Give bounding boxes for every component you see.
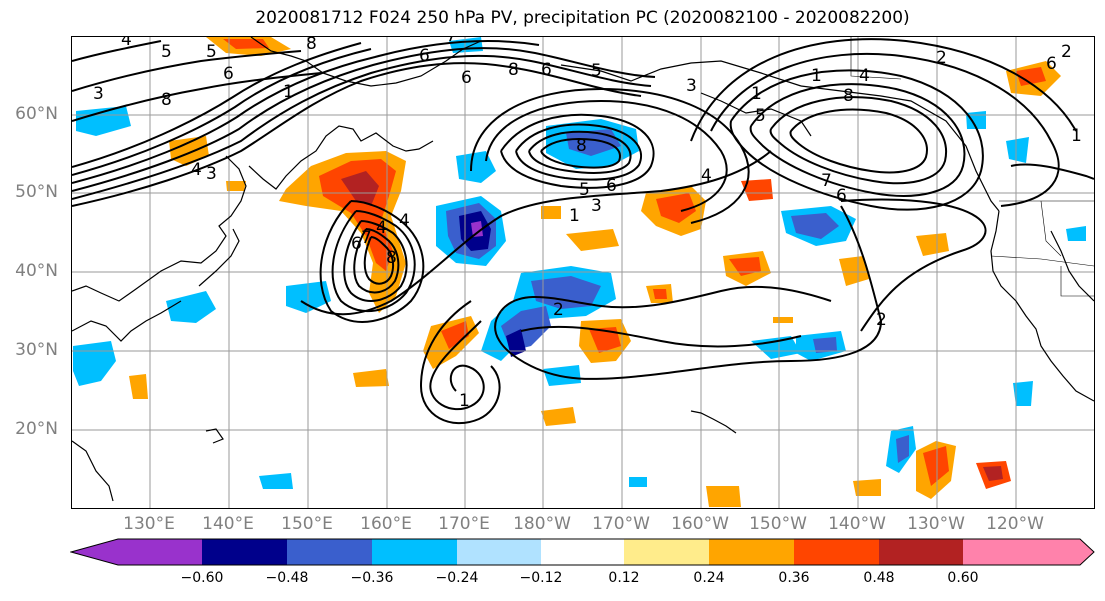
contour-label: 4 <box>399 211 410 231</box>
coastlines <box>72 37 1094 502</box>
contour-label: 1 <box>811 66 822 86</box>
contour-label: 6 <box>606 176 617 196</box>
colorbar-segment <box>372 539 457 565</box>
colorbar-tick: 0.60 <box>947 570 979 586</box>
precip-negative-patches <box>73 37 1086 489</box>
colorbar-tick: −0.12 <box>519 570 563 586</box>
contour-label: 5 <box>579 180 590 200</box>
contour-label: 7 <box>446 37 457 46</box>
contour-label: 6 <box>223 64 234 84</box>
contour-label: 5 <box>206 42 217 62</box>
lon-label-120w: 120°W <box>986 514 1044 534</box>
contour-label: 1 <box>283 82 294 102</box>
lat-label-50n: 50°N <box>15 182 58 202</box>
contour-label: 2 <box>936 48 947 68</box>
lat-label-40n: 40°N <box>15 261 58 281</box>
colorbar-segment <box>709 539 794 565</box>
colorbar-segment <box>879 539 963 565</box>
contour-label: 8 <box>306 37 317 54</box>
colorbar-segment <box>541 539 624 565</box>
colorbar-tick: 0.12 <box>608 570 640 586</box>
colorbar-segments <box>71 539 1094 565</box>
lat-label-60n: 60°N <box>15 104 58 124</box>
colorbar-tick: −0.24 <box>435 570 479 586</box>
lon-label-160w: 160°W <box>671 514 729 534</box>
contour-label: 2 <box>553 300 564 320</box>
lon-label-150w: 150°W <box>749 514 807 534</box>
contour-label: 8 <box>508 60 519 80</box>
colorbar-segment <box>71 539 202 565</box>
lon-label-150e: 150°E <box>281 514 333 534</box>
contour-label: 3 <box>206 164 217 184</box>
contour-label: 6 <box>419 46 430 66</box>
contour-label: 1 <box>751 84 762 104</box>
contour-label: 8 <box>386 248 397 268</box>
contour-label: 2 <box>1061 42 1072 62</box>
contour-label: 6 <box>836 186 847 206</box>
lon-label-170w: 170°W <box>592 514 650 534</box>
contour-label: 7 <box>361 228 372 248</box>
contour-label: 4 <box>701 166 712 186</box>
contour-label: 8 <box>161 90 172 110</box>
contour-label: 6 <box>461 68 472 88</box>
political-borders <box>850 37 1094 297</box>
lat-label-30n: 30°N <box>15 340 58 360</box>
lon-label-170e: 170°E <box>438 514 490 534</box>
colorbar-tick: 0.36 <box>778 570 810 586</box>
colorbar-segment <box>202 539 287 565</box>
colorbar-tick: 0.48 <box>863 570 895 586</box>
lon-label-130e: 130°E <box>123 514 175 534</box>
contour-label: 8 <box>576 136 587 156</box>
lon-label-140e: 140°E <box>202 514 254 534</box>
contour-label: 5 <box>161 42 172 62</box>
lon-label-180w: 180°W <box>513 514 571 534</box>
contour-label: 4 <box>376 218 387 238</box>
colorbar-segment <box>963 539 1094 565</box>
contour-labels: 4 5 5 6 8 8 3 6 1 4 3 6 8 7 6 4 2 2 1 4 … <box>93 37 1082 411</box>
contour-label: 3 <box>686 76 697 96</box>
colorbar-segment <box>794 539 879 565</box>
colorbar-tick: −0.36 <box>350 570 394 586</box>
contour-label: 5 <box>755 106 766 126</box>
contour-label: 4 <box>121 37 132 50</box>
colorbar-tick: −0.48 <box>265 570 309 586</box>
contour-label: 1 <box>569 206 580 226</box>
pv-contours <box>72 38 1094 425</box>
map-title: 2020081712 F024 250 hPa PV, precipitatio… <box>255 8 910 28</box>
contour-label: 4 <box>191 160 202 180</box>
contour-label: 3 <box>93 84 104 104</box>
colorbar-tick: 0.24 <box>693 570 725 586</box>
colorbar-segment <box>457 539 541 565</box>
precip-positive-patches <box>129 37 1061 507</box>
contour-label: 1 <box>459 391 470 411</box>
graticule <box>72 37 1094 508</box>
contour-label: 6 <box>541 60 552 80</box>
contour-label: 6 <box>351 234 362 254</box>
contour-label: 7 <box>821 171 832 191</box>
contour-label: 5 <box>591 61 602 81</box>
lon-label-160e: 160°E <box>360 514 412 534</box>
contour-label: 8 <box>843 86 854 106</box>
lat-label-20n: 20°N <box>15 419 58 439</box>
lon-label-140w: 140°W <box>828 514 886 534</box>
contour-label: 3 <box>591 196 602 216</box>
lon-label-130w: 130°W <box>907 514 965 534</box>
contour-label: 2 <box>876 310 887 330</box>
colorbar <box>70 538 1095 566</box>
contour-label: 6 <box>1046 54 1057 74</box>
contour-label: 4 <box>859 66 870 86</box>
colorbar-segment <box>287 539 372 565</box>
colorbar-segment <box>624 539 709 565</box>
contour-label: 1 <box>1071 126 1082 146</box>
map-panel: 4 5 5 6 8 8 3 6 1 4 3 6 8 7 6 4 2 2 1 4 … <box>71 36 1095 509</box>
colorbar-tick: −0.60 <box>180 570 224 586</box>
